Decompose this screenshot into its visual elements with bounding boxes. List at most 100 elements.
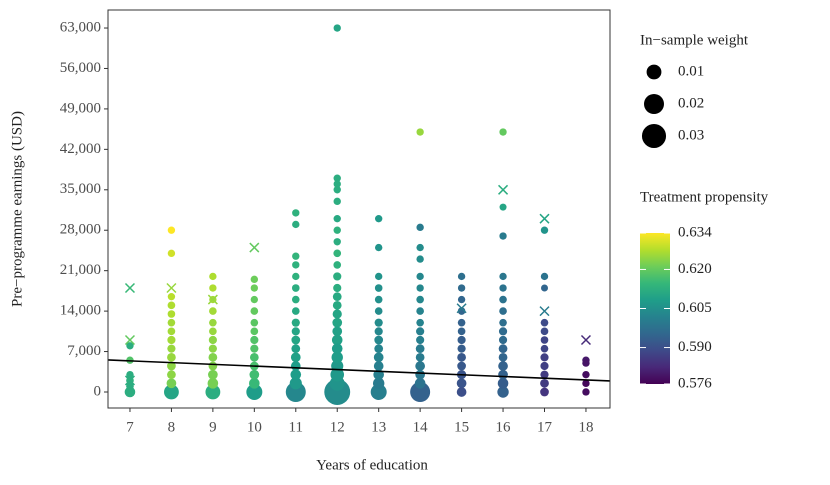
point (499, 318, 507, 327)
colorbar-label: 0.590 (678, 339, 712, 355)
point (285, 381, 306, 402)
point (457, 318, 466, 327)
point (164, 384, 179, 400)
x-axis-title: Years of education (316, 457, 428, 473)
point (540, 318, 549, 327)
point (582, 388, 590, 396)
colorbar-label: 0.634 (678, 224, 712, 240)
point (333, 238, 341, 246)
point (498, 327, 508, 336)
point (416, 272, 424, 281)
x-tick-label: 9 (209, 419, 217, 435)
cross-point (580, 334, 591, 346)
point (250, 295, 259, 304)
point (331, 334, 343, 346)
point (167, 318, 176, 327)
colorbar-label: 0.620 (678, 261, 712, 277)
point (416, 335, 425, 345)
point (250, 307, 259, 315)
point (582, 379, 590, 388)
point (291, 335, 301, 345)
point (415, 369, 425, 380)
point (126, 382, 134, 391)
point (416, 318, 424, 327)
point (333, 214, 341, 223)
point (374, 335, 384, 345)
point (540, 226, 549, 234)
point (540, 272, 549, 281)
point (209, 327, 217, 336)
point (291, 344, 301, 354)
cross-point (456, 303, 467, 314)
point (250, 318, 259, 327)
point (167, 370, 176, 380)
point (291, 318, 300, 327)
colorbar-label: 0.605 (678, 300, 712, 316)
cross-point (124, 375, 136, 386)
point (373, 361, 384, 371)
panel (108, 10, 610, 408)
point (499, 295, 507, 304)
point (167, 352, 176, 362)
point (498, 352, 508, 362)
point (292, 261, 300, 269)
point (373, 352, 384, 363)
point (540, 370, 549, 379)
x-tick-label: 14 (413, 419, 429, 435)
point (126, 342, 134, 350)
point (372, 377, 385, 390)
x-tick-label: 12 (330, 419, 345, 435)
point (499, 128, 507, 136)
point (374, 344, 384, 354)
point (250, 284, 259, 292)
x-tick-label: 10 (247, 419, 262, 435)
point (497, 378, 509, 389)
cross-point (124, 282, 136, 294)
point (290, 369, 302, 380)
point (249, 378, 260, 389)
size-legend-key (641, 123, 667, 149)
point (374, 284, 383, 292)
size-legend-label: 0.02 (678, 95, 704, 111)
color-legend-title: Treatment propensity (640, 189, 769, 205)
point (208, 369, 218, 380)
point (292, 220, 300, 229)
point (456, 387, 467, 397)
point (582, 370, 590, 379)
fit-line (108, 359, 610, 382)
point (333, 197, 341, 206)
points (108, 24, 610, 405)
point (291, 327, 300, 336)
point (292, 209, 300, 217)
point (208, 344, 217, 353)
point (457, 352, 466, 362)
point (250, 275, 259, 284)
point (167, 344, 176, 353)
point (540, 378, 549, 388)
y-tick-label: 28,000 (60, 222, 101, 238)
point (209, 284, 217, 292)
point (167, 327, 176, 336)
colorbar-label: 0.576 (678, 375, 712, 391)
y-tick-label: 56,000 (60, 60, 101, 76)
point (416, 255, 424, 263)
point (332, 300, 342, 310)
point (416, 128, 424, 136)
x-tick-label: 8 (168, 419, 176, 435)
point (416, 327, 425, 336)
point (457, 327, 466, 336)
point (497, 386, 509, 398)
point (416, 307, 424, 315)
point (290, 361, 301, 371)
point (457, 284, 466, 292)
point (332, 309, 342, 319)
x-tick-label: 18 (578, 419, 593, 435)
point (167, 310, 176, 318)
point (457, 295, 466, 304)
point (291, 295, 300, 304)
point (331, 343, 343, 354)
point (499, 232, 507, 240)
point (333, 24, 341, 32)
point (167, 249, 176, 258)
point (332, 326, 343, 337)
